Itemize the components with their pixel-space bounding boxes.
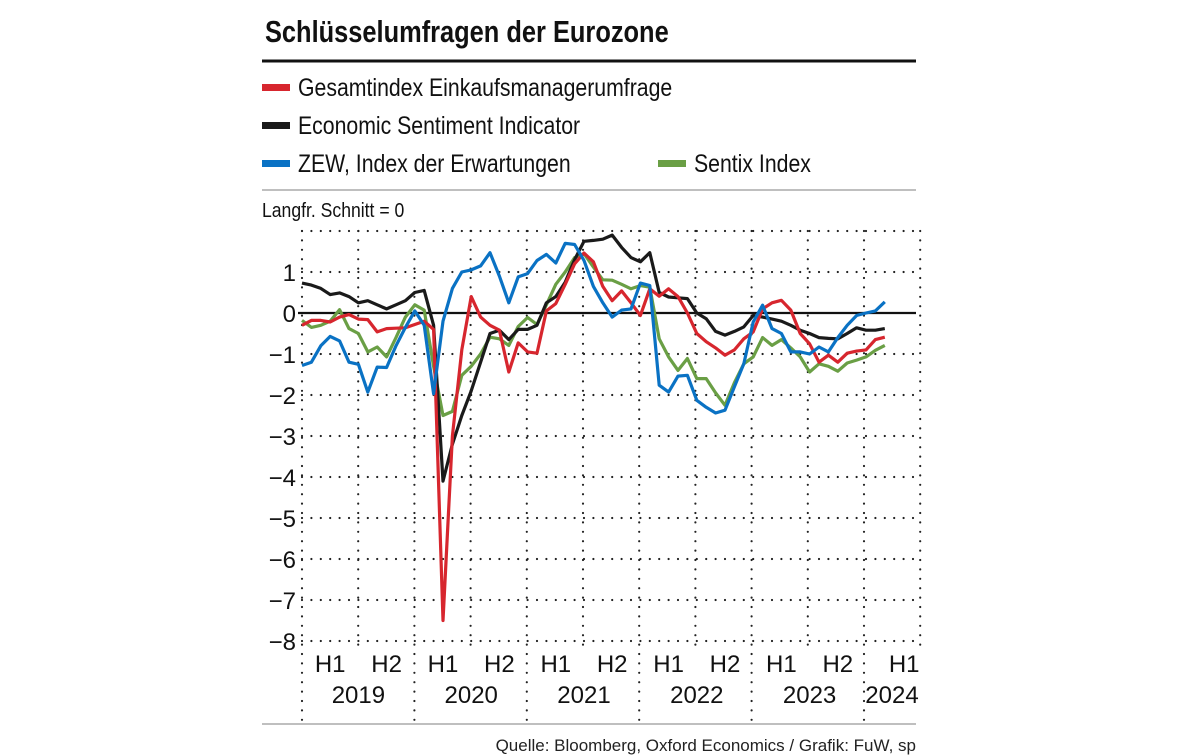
- y-tick-label: −5: [269, 506, 296, 533]
- x-year-label: 2019: [332, 682, 385, 709]
- x-half-label: H2: [710, 651, 741, 678]
- zew-line: [301, 241, 886, 415]
- x-half-label: H2: [597, 651, 628, 678]
- legend-label-esi: Economic Sentiment Indicator: [298, 111, 580, 139]
- sentix-line: [301, 252, 886, 418]
- y-tick-label: −4: [269, 465, 296, 492]
- legend-swatch-zew: [262, 160, 290, 167]
- chart-title: Schlüsselumfragen der Eurozone: [265, 15, 669, 50]
- legend-swatch-sentix: [658, 160, 686, 167]
- x-half-label: H1: [653, 651, 684, 678]
- x-year-label: 2023: [783, 682, 836, 709]
- x-half-label: H1: [889, 651, 920, 678]
- legend-item-zew: ZEW, Index der Erwartungen: [262, 149, 571, 177]
- legend-item-esi: Economic Sentiment Indicator: [262, 111, 580, 139]
- y-tick-label: −2: [269, 383, 296, 410]
- grid: [298, 229, 922, 724]
- esi-line: [301, 233, 886, 483]
- x-half-label: H1: [766, 651, 797, 678]
- x-year-label: 2022: [670, 682, 723, 709]
- pmi-line: [301, 251, 886, 623]
- legend-item-sentix: Sentix Index: [658, 149, 811, 177]
- x-half-label: H1: [540, 651, 571, 678]
- x-half-label: H2: [371, 651, 402, 678]
- legend-label-sentix: Sentix Index: [694, 149, 811, 177]
- y-tick-label: 1: [283, 260, 296, 287]
- chart-subtitle: Langfr. Schnitt = 0: [262, 199, 404, 221]
- x-half-label: H1: [428, 651, 459, 678]
- series-lines: [301, 233, 886, 623]
- y-tick-label: −7: [269, 588, 296, 615]
- y-tick-label: 0: [283, 301, 296, 328]
- legend-swatch-pmi: [262, 84, 290, 91]
- x-axis-ticks: H1 H2 H1 H2 H1 H2 H1 H2 H1 H2 H1 2019 2020 2021 2022 20…: [315, 651, 920, 709]
- x-year-label: 2024: [865, 682, 918, 709]
- y-tick-label: −6: [269, 547, 296, 574]
- source-note: Quelle: Bloomberg, Oxford Economics / Gr…: [496, 736, 916, 755]
- y-axis-ticks: 1 0 −1 −2 −3 −4 −5 −6 −7 −8: [269, 260, 296, 656]
- y-tick-label: −1: [269, 342, 296, 369]
- legend-swatch-esi: [262, 122, 290, 129]
- x-half-label: H1: [315, 651, 346, 678]
- y-tick-label: −8: [269, 629, 296, 656]
- x-half-label: H2: [484, 651, 515, 678]
- x-half-label: H2: [822, 651, 853, 678]
- legend-label-zew: ZEW, Index der Erwartungen: [298, 149, 571, 177]
- legend-label-pmi: Gesamtindex Einkaufsmanagerumfrage: [298, 73, 672, 101]
- legend: Gesamtindex Einkaufsmanagerumfrage Econo…: [262, 73, 811, 177]
- y-tick-label: −3: [269, 424, 296, 451]
- legend-item-pmi: Gesamtindex Einkaufsmanagerumfrage: [262, 73, 672, 101]
- x-year-label: 2020: [445, 682, 498, 709]
- x-year-label: 2021: [557, 682, 610, 709]
